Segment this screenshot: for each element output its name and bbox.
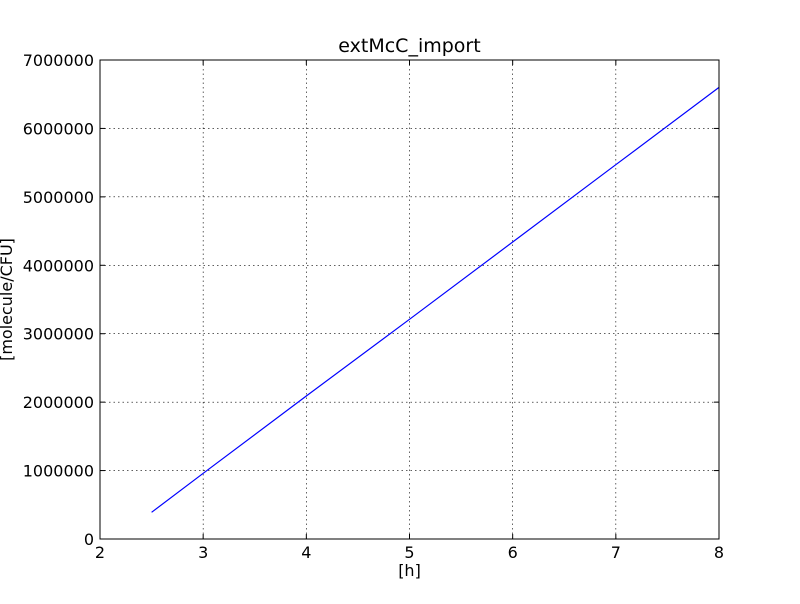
y-tick-label: 7000000	[23, 51, 94, 70]
x-tick-label: 5	[404, 543, 414, 562]
x-tick-label: 4	[301, 543, 311, 562]
x-tick-label: 8	[714, 543, 724, 562]
y-tick-label: 4000000	[23, 256, 94, 275]
tick-marks	[99, 59, 720, 540]
tick-labels: 2 3 4 5 6 7 8 0 1000000 2000000 3000000 4000000 5000…	[23, 51, 724, 562]
x-axis-label: [h]	[398, 561, 421, 580]
x-tick-label: 3	[198, 543, 208, 562]
y-tick-label: 2000000	[23, 393, 94, 412]
y-axis-label: [molecule/CFU]	[0, 238, 16, 361]
x-tick-label: 6	[508, 543, 518, 562]
y-tick-label: 1000000	[23, 462, 94, 481]
series-line	[151, 86, 720, 513]
chart-title: extMcC_import	[338, 35, 480, 57]
y-tick-label: 6000000	[23, 119, 94, 138]
x-tick-label: 2	[95, 543, 105, 562]
y-tick-label: 0	[84, 530, 94, 549]
series-lines	[151, 86, 720, 513]
y-tick-label: 3000000	[23, 325, 94, 344]
x-tick-label: 7	[611, 543, 621, 562]
y-tick-label: 5000000	[23, 188, 94, 207]
